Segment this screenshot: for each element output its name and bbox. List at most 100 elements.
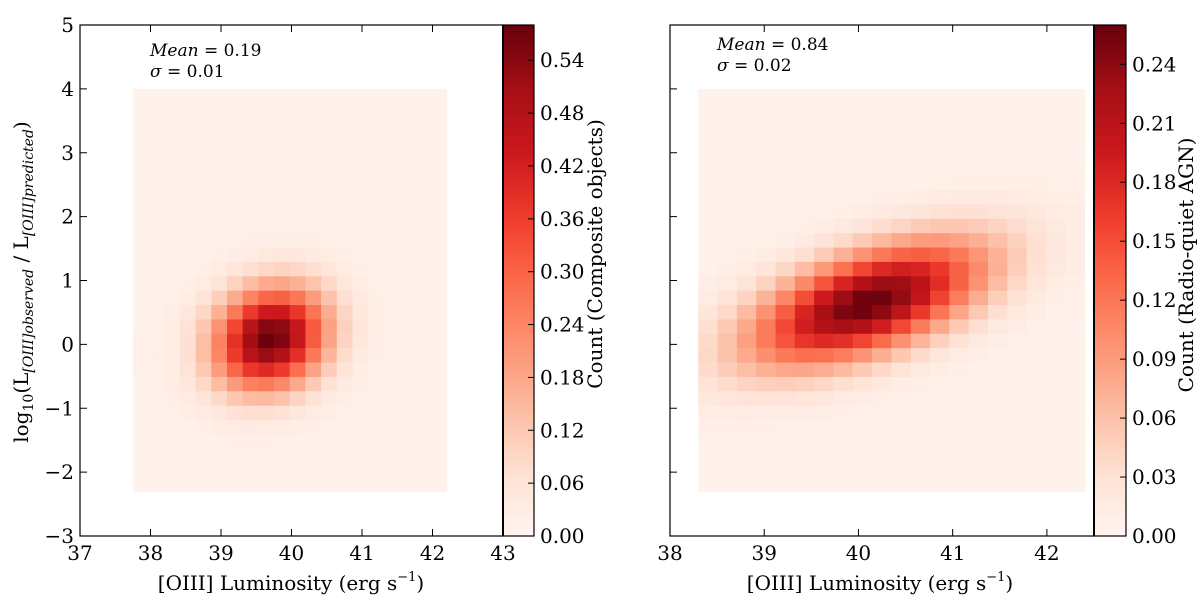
heatmap-cell bbox=[430, 333, 448, 349]
heatmap-cell bbox=[274, 419, 291, 435]
heatmap-cell bbox=[968, 361, 989, 377]
heatmap-cell bbox=[949, 261, 970, 277]
heatmap-cell bbox=[988, 146, 1008, 162]
heatmap-cell bbox=[368, 261, 385, 277]
heatmap-cell bbox=[211, 218, 228, 234]
heatmap-cell bbox=[148, 419, 165, 435]
heatmap-cell bbox=[833, 476, 854, 492]
heatmap-cell bbox=[1026, 189, 1047, 205]
heatmap-cell bbox=[321, 160, 338, 176]
heatmap-cell bbox=[814, 347, 835, 363]
heatmap-cell bbox=[336, 361, 354, 377]
heatmap-cell bbox=[698, 146, 719, 162]
heatmap-cell bbox=[242, 462, 259, 478]
heatmap-cell bbox=[1065, 261, 1086, 277]
heatmap-cell bbox=[988, 203, 1008, 219]
heatmap-cell bbox=[258, 433, 275, 449]
heatmap-cell bbox=[968, 347, 989, 363]
heatmap-cell bbox=[891, 218, 912, 234]
heatmap-cell bbox=[910, 146, 931, 162]
heatmap-cell bbox=[1045, 361, 1066, 377]
heatmap-cell bbox=[383, 160, 401, 176]
heatmap-cell bbox=[1007, 390, 1028, 406]
heatmap-cell bbox=[872, 88, 893, 104]
heatmap-cell bbox=[988, 290, 1008, 306]
heatmap-cell bbox=[1007, 275, 1028, 291]
heatmap-cell bbox=[775, 189, 796, 205]
heatmap-cell bbox=[148, 88, 165, 104]
heatmap-cell bbox=[274, 462, 291, 478]
heatmap-cell bbox=[336, 146, 354, 162]
heatmap-cell bbox=[148, 476, 165, 492]
heatmap-cell bbox=[274, 333, 291, 349]
heatmap-cell bbox=[430, 448, 448, 464]
heatmap-cell bbox=[352, 448, 369, 464]
heatmap-cell bbox=[336, 261, 354, 277]
heatmap-cell bbox=[289, 405, 307, 421]
heatmap-cell bbox=[368, 290, 385, 306]
heatmap-cell bbox=[833, 419, 854, 435]
heatmap-cell bbox=[415, 131, 432, 147]
heatmap-cell bbox=[1007, 131, 1028, 147]
heatmap-cell bbox=[368, 103, 385, 119]
heatmap-cell bbox=[164, 88, 181, 104]
heatmap-cell bbox=[736, 333, 757, 349]
right-x-axis-label: [OIII] Luminosity (erg s−1) bbox=[747, 570, 1013, 595]
heatmap-cell bbox=[415, 117, 432, 133]
heatmap-cell bbox=[1007, 448, 1028, 464]
heatmap-cell bbox=[274, 203, 291, 219]
heatmap-cell bbox=[399, 433, 416, 449]
heatmap-cell bbox=[1007, 361, 1028, 377]
heatmap-cell bbox=[891, 117, 912, 133]
heatmap-cell bbox=[698, 203, 719, 219]
heatmap-cell bbox=[833, 88, 854, 104]
heatmap-cell bbox=[736, 462, 757, 478]
heatmap-cell bbox=[179, 261, 197, 277]
heatmap-cell bbox=[1045, 390, 1066, 406]
heatmap-cell bbox=[717, 476, 738, 492]
heatmap-cell bbox=[775, 361, 796, 377]
heatmap-cell bbox=[756, 88, 777, 104]
heatmap-cell bbox=[968, 462, 989, 478]
heatmap-cell bbox=[833, 433, 854, 449]
heatmap-cell bbox=[352, 146, 369, 162]
heatmap-cell bbox=[1065, 232, 1086, 248]
heatmap-cell bbox=[814, 146, 835, 162]
heatmap-cell bbox=[794, 175, 815, 191]
heatmap-cell bbox=[872, 189, 893, 205]
heatmap-cell bbox=[756, 304, 777, 320]
heatmap-cell bbox=[814, 131, 835, 147]
heatmap-cell bbox=[132, 462, 150, 478]
heatmap-cell bbox=[891, 419, 912, 435]
colorbar-tick-label: 0.00 bbox=[1132, 524, 1177, 548]
heatmap-cell bbox=[794, 203, 815, 219]
heatmap-cell bbox=[794, 448, 815, 464]
heatmap-cell bbox=[968, 189, 989, 205]
heatmap-cell bbox=[132, 476, 150, 492]
heatmap-cell bbox=[305, 476, 322, 492]
heatmap-cell bbox=[930, 476, 950, 492]
heatmap-cell bbox=[195, 462, 212, 478]
heatmap-cell bbox=[226, 103, 244, 119]
colorbar-tick-label: 0.54 bbox=[540, 48, 585, 72]
heatmap-cell bbox=[274, 275, 291, 291]
heatmap-cell bbox=[226, 218, 244, 234]
heatmap-cell bbox=[756, 175, 777, 191]
heatmap-cell bbox=[1045, 146, 1066, 162]
heatmap-cell bbox=[775, 433, 796, 449]
heatmap-cell bbox=[258, 290, 275, 306]
heatmap-cell bbox=[132, 203, 150, 219]
heatmap-cell bbox=[226, 203, 244, 219]
heatmap-cell bbox=[988, 88, 1008, 104]
heatmap-cell bbox=[930, 376, 950, 392]
heatmap-cell bbox=[352, 361, 369, 377]
heatmap-cell bbox=[148, 203, 165, 219]
heatmap-cell bbox=[891, 304, 912, 320]
heatmap-cell bbox=[1026, 376, 1047, 392]
heatmap-cell bbox=[321, 390, 338, 406]
heatmap-cell bbox=[242, 333, 259, 349]
left-x-ticks: 37 38 39 40 41 42 43 bbox=[67, 25, 516, 565]
heatmap-cell bbox=[1065, 476, 1086, 492]
heatmap-cell bbox=[211, 131, 228, 147]
heatmap-cell bbox=[930, 203, 950, 219]
